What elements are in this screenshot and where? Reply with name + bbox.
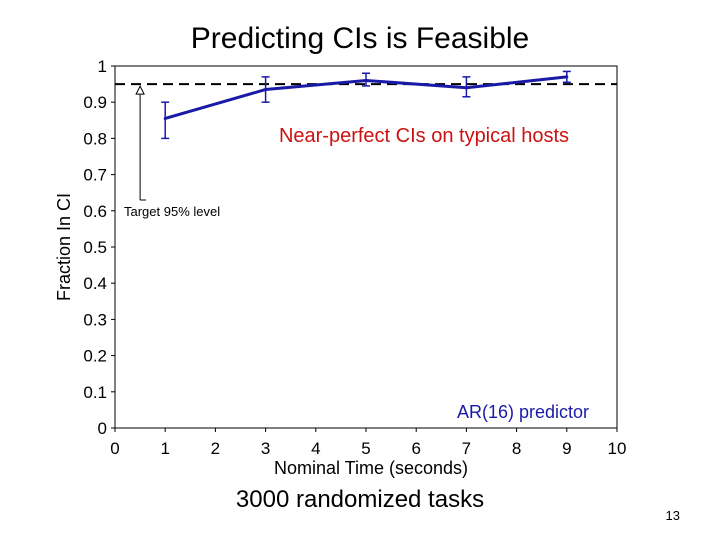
x-axis: 0 1 2 3 4 5 6 7 8 9 10: [110, 428, 626, 458]
y-tick-label: 0.4: [83, 274, 107, 293]
target-arrow: [135, 84, 147, 201]
data-point: [364, 78, 368, 82]
data-point: [565, 75, 569, 79]
y-tick-label: 0: [98, 419, 107, 438]
data-point: [464, 86, 468, 90]
data-point: [264, 88, 268, 92]
x-tick-label: 10: [608, 439, 627, 458]
series-layer: [161, 70, 571, 140]
slide-title: Predicting CIs is Feasible: [190, 22, 530, 55]
y-tick-label: 0.7: [83, 166, 107, 185]
y-axis: 0 0.1 0.2 0.3 0.4 0.5 0.6 0.7 0.8 0.9 1: [83, 57, 115, 438]
y-tick-label: 0.3: [83, 310, 107, 329]
slide-caption: 3000 randomized tasks: [235, 486, 485, 513]
y-axis-label: Fraction In CI: [54, 193, 74, 301]
x-tick-label: 8: [512, 439, 521, 458]
y-tick-label: 0.8: [83, 129, 107, 148]
page-number: 13: [665, 508, 680, 523]
x-tick-label: 4: [311, 439, 320, 458]
x-tick-label: 2: [211, 439, 220, 458]
x-tick-label: 5: [361, 439, 370, 458]
x-tick-label: 6: [411, 439, 420, 458]
target-arrow-head: [135, 84, 145, 95]
y-tick-label: 0.2: [83, 347, 107, 366]
y-tick-label: 0.5: [83, 238, 107, 257]
y-tick-label: 1: [98, 57, 107, 76]
predictor-label: AR(16) predictor: [457, 402, 589, 422]
y-tick-label: 0.9: [83, 93, 107, 112]
y-tick-label: 0.6: [83, 202, 107, 221]
x-tick-label: 1: [160, 439, 169, 458]
x-tick-label: 0: [110, 439, 119, 458]
plot-border: [114, 65, 618, 429]
y-tick-label: 0.1: [83, 383, 107, 402]
x-tick-label: 7: [462, 439, 471, 458]
data-point: [163, 116, 167, 120]
target-label: Target 95% level: [124, 204, 220, 219]
plot-frame: [114, 65, 618, 429]
x-tick-label: 3: [261, 439, 270, 458]
callout-label: Near-perfect CIs on typical hosts: [279, 125, 569, 147]
x-axis-label: Nominal Time (seconds): [274, 458, 468, 478]
x-tick-label: 9: [562, 439, 571, 458]
